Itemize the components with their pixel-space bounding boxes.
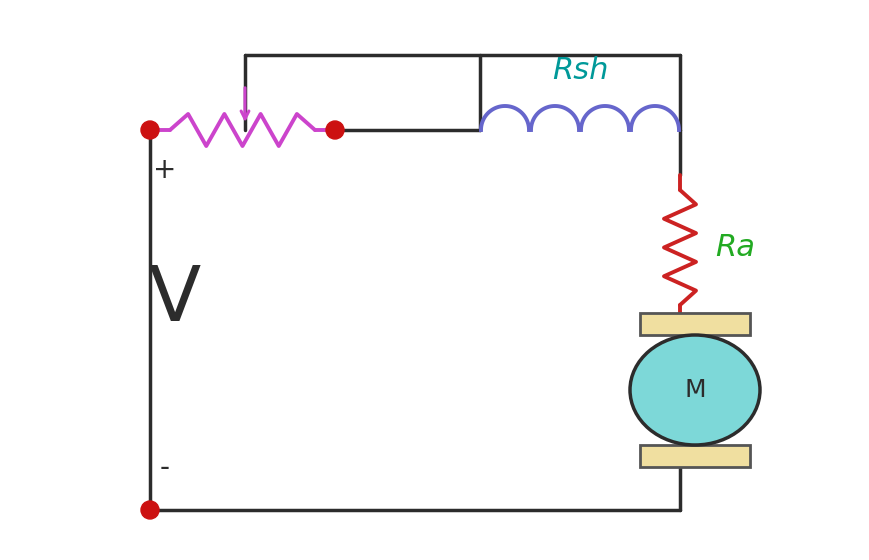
Text: M: M	[683, 378, 705, 402]
Text: +: +	[153, 156, 176, 184]
Circle shape	[141, 501, 159, 519]
Text: Ra: Ra	[714, 233, 754, 262]
Circle shape	[141, 121, 159, 139]
Text: Rsh: Rsh	[551, 55, 607, 85]
Circle shape	[326, 121, 343, 139]
Ellipse shape	[629, 335, 760, 445]
FancyBboxPatch shape	[640, 313, 749, 335]
Text: V: V	[149, 263, 201, 337]
FancyBboxPatch shape	[640, 445, 749, 467]
Text: -: -	[160, 454, 169, 482]
